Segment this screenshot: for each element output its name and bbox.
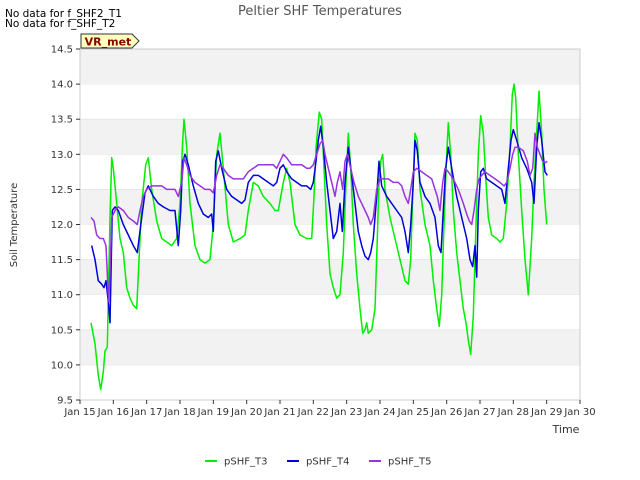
no-data-notice-2: No data for f_SHF_T2 <box>5 18 116 30</box>
x-tick-label: Jan 26 <box>430 407 462 418</box>
badge-shape <box>80 33 140 49</box>
x-tick-label: Jan 29 <box>530 407 562 418</box>
x-axis: Jan 15 Jan 16 Jan 17 Jan 18 Jan 19 Jan 20 Jan … <box>63 400 596 418</box>
y-tick-label: 14.0 <box>51 80 73 91</box>
grid-band <box>80 329 580 365</box>
y-tick-label: 10.0 <box>51 360 73 371</box>
series-line-pSHF_T4 <box>90 121 548 324</box>
x-tick-label: Jan 30 <box>563 407 595 418</box>
x-tick-label: Jan 20 <box>230 407 262 418</box>
legend-item-pSHF_T5: pSHF_T5 <box>369 457 431 468</box>
y-tick-label: 11.0 <box>51 290 73 301</box>
no-data-notice-1: No data for f_SHF2_T1 <box>5 8 122 20</box>
y-tick-label: 10.5 <box>51 325 73 336</box>
x-tick-label: Jan 17 <box>130 407 162 418</box>
chart-title: Peltier SHF Temperatures <box>238 4 402 19</box>
x-tick-label: Jan 22 <box>297 407 329 418</box>
x-tick-label: Jan 15 <box>63 407 95 418</box>
y-tick-label: 12.0 <box>51 220 73 231</box>
x-tick-label: Jan 21 <box>263 407 295 418</box>
grid-band <box>80 119 580 155</box>
x-axis-label: Time <box>552 423 580 436</box>
x-tick-label: Jan 19 <box>197 407 229 418</box>
legend-label: pSHF_T4 <box>306 457 349 468</box>
x-tick-label: Jan 24 <box>363 407 395 418</box>
series-line-pSHF_T3 <box>90 83 548 391</box>
y-tick-label: 12.5 <box>51 185 73 196</box>
y-tick-label: 13.0 <box>51 150 73 161</box>
y-axis: 9.5 10.0 10.5 11.0 11.5 12.0 12.5 13.0 13.5 14.0 1… <box>51 45 80 407</box>
x-tick-label: Jan 27 <box>463 407 495 418</box>
x-tick-label: Jan 16 <box>97 407 129 418</box>
legend-item-pSHF_T4: pSHF_T4 <box>287 457 349 468</box>
y-tick-label: 14.5 <box>51 45 73 56</box>
grid-band <box>80 49 580 85</box>
y-tick-label: 9.5 <box>57 396 73 407</box>
y-axis-label: Soil Temperature <box>9 183 20 268</box>
series-lines <box>90 83 548 391</box>
x-tick-label: Jan 28 <box>497 407 529 418</box>
series-line-pSHF_T5 <box>90 132 548 303</box>
legend: pSHF_T3 pSHF_T4 pSHF_T5 <box>205 457 431 468</box>
legend-item-pSHF_T3: pSHF_T3 <box>205 457 267 468</box>
x-tick-label: Jan 18 <box>163 407 195 418</box>
legend-label: pSHF_T5 <box>388 457 431 468</box>
x-tick-label: Jan 23 <box>330 407 362 418</box>
x-tick-label: Jan 25 <box>397 407 429 418</box>
y-tick-label: 13.5 <box>51 115 73 126</box>
vr-met-badge[interactable]: VR_met <box>80 33 140 49</box>
legend-label: pSHF_T3 <box>224 457 267 468</box>
y-tick-label: 11.5 <box>51 255 73 266</box>
badge-label: VR_met <box>85 36 132 49</box>
